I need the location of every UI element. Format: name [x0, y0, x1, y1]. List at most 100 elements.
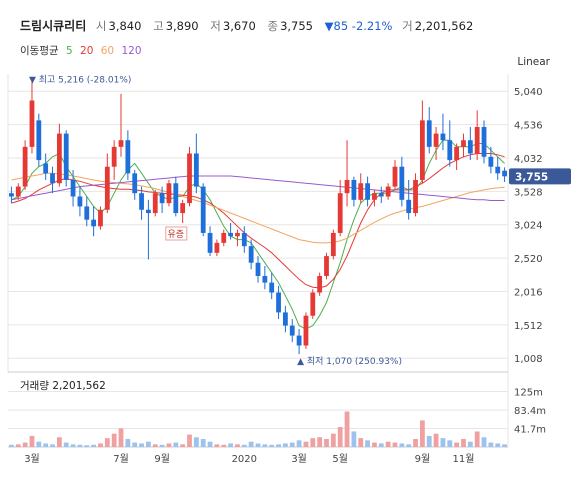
- volume-bar: [378, 443, 384, 447]
- candle-body: [289, 325, 295, 336]
- x-tick-label: 5월: [332, 453, 348, 465]
- candle: [283, 305, 288, 333]
- volume-bar: [392, 442, 398, 447]
- volume-bar: [63, 442, 69, 447]
- candle: [43, 153, 49, 180]
- candle-body: [283, 312, 288, 326]
- volume-bar: [262, 444, 268, 447]
- candle: [365, 176, 370, 207]
- candle: [139, 186, 144, 220]
- volume-bar: [70, 444, 76, 447]
- volume-bar: [495, 443, 501, 447]
- moving-average-lines: [11, 139, 505, 330]
- x-tick-label: 9월: [415, 453, 431, 465]
- price-tick-label: 5,040: [514, 87, 543, 98]
- volume-bar: [406, 444, 412, 447]
- volume-bar: [461, 439, 466, 447]
- candle-body: [296, 335, 302, 346]
- candle: [474, 110, 480, 161]
- candle-body: [495, 166, 501, 174]
- ma-20-legend[interactable]: 20: [80, 45, 94, 57]
- ma-5-line: [11, 139, 505, 330]
- current-price-tag: [509, 168, 571, 185]
- candle-body: [413, 179, 418, 214]
- candle-body: [139, 193, 144, 210]
- volume-bar: [104, 438, 110, 447]
- candle: [447, 120, 453, 167]
- high-value: 3,890: [165, 19, 199, 33]
- candle-body: [310, 292, 316, 316]
- candle: [310, 289, 316, 320]
- volume-bar: [337, 427, 343, 447]
- candle: [200, 183, 206, 237]
- volume-grid: [8, 391, 508, 448]
- candle-body: [77, 196, 83, 207]
- ma-120-legend[interactable]: 120: [121, 45, 142, 57]
- candle: [228, 223, 233, 240]
- volume-tick-label: 83.4m: [514, 406, 546, 417]
- candle-body: [276, 292, 281, 313]
- high-label: 고: [153, 19, 164, 33]
- ma-120-line: [11, 175, 505, 201]
- candle-body: [502, 170, 507, 177]
- ma-60-line: [11, 172, 505, 244]
- volume-tick-label: 41.7m: [514, 424, 546, 435]
- close-value: 3,755: [280, 19, 313, 33]
- volume-label: 거: [402, 19, 413, 33]
- candle: [146, 199, 151, 260]
- candle: [296, 328, 302, 355]
- ma-5-legend[interactable]: 5: [65, 45, 73, 57]
- candle: [180, 199, 186, 223]
- volume-bar: [502, 444, 507, 447]
- candle-body: [214, 242, 220, 253]
- volume-bar: [296, 440, 302, 447]
- volume-bar: [344, 411, 350, 447]
- candle-body: [419, 120, 425, 180]
- x-tick-label: 11월: [453, 453, 475, 465]
- candle-body: [63, 133, 69, 180]
- candle-body: [22, 146, 28, 187]
- low-label: 저: [210, 19, 221, 33]
- candle: [351, 176, 357, 207]
- candle: [433, 126, 439, 161]
- candle-body: [152, 193, 158, 214]
- candle: [125, 130, 131, 180]
- moving-average-legend[interactable]: 이동평균 5 20 60 120: [20, 43, 146, 58]
- ma-60-legend[interactable]: 60: [100, 45, 115, 57]
- volume-tick-label: 125m: [514, 388, 543, 399]
- volume-bar: [241, 444, 247, 447]
- candle-body: [358, 183, 364, 200]
- volume-bar: [56, 437, 62, 447]
- candle-body: [98, 209, 103, 227]
- ma-legend-label: 이동평균: [20, 45, 59, 57]
- candle: [241, 226, 247, 253]
- candle-body: [193, 153, 199, 187]
- candle-body: [406, 199, 412, 214]
- volume-bars: [9, 411, 507, 447]
- volume-bar: [9, 444, 14, 447]
- candle-body: [433, 133, 439, 147]
- x-tick-label: 3월: [291, 453, 307, 465]
- open-label: 시: [95, 19, 107, 33]
- candle: [372, 189, 377, 207]
- volume-bar: [166, 443, 172, 447]
- candle: [392, 160, 398, 190]
- candle: [173, 176, 179, 217]
- candle: [330, 229, 336, 260]
- candle: [91, 206, 97, 237]
- event-marker-label: 유증: [168, 229, 185, 240]
- candle-body: [70, 179, 76, 197]
- x-tick-label: 3월: [24, 453, 40, 465]
- candle: [385, 183, 391, 200]
- candle: [214, 239, 220, 257]
- volume-bar: [289, 442, 295, 447]
- candle-body: [132, 173, 138, 194]
- candle: [9, 186, 14, 204]
- price-tick-label: 3,024: [514, 221, 543, 232]
- volume-bar: [228, 443, 233, 447]
- candle: [132, 170, 138, 200]
- volume-bar: [481, 437, 487, 447]
- scale-selector[interactable]: Linear: [517, 56, 550, 68]
- candle-body: [351, 179, 357, 200]
